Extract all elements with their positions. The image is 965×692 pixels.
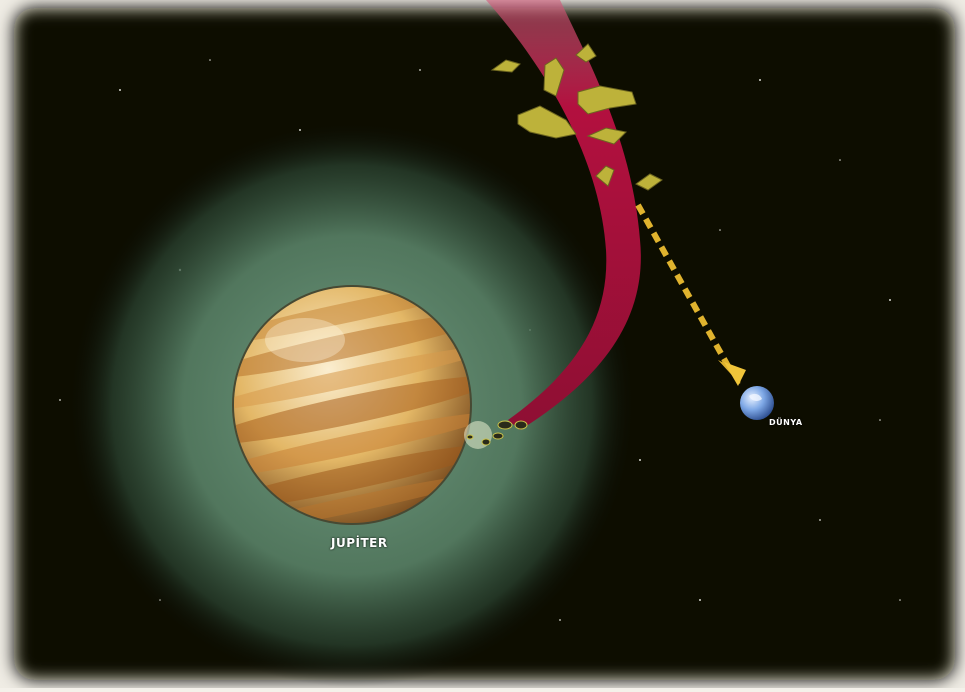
jupiter-label: JUPİTER [331,536,388,550]
earth-planet [740,386,774,420]
jupiter-planet [232,285,472,525]
comet-fragments [490,43,663,191]
earth-label: DÜNYA [769,418,803,427]
impact-fragments [466,420,528,446]
trajectory-arrow [635,203,746,386]
